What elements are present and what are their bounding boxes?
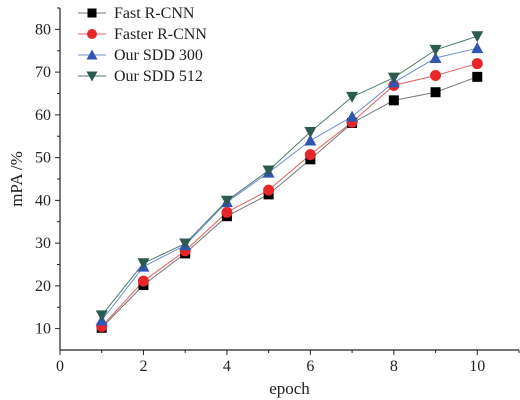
series-line-3 [101,35,478,316]
data-point-3 [387,72,400,84]
y-axis-title: mPA /% [7,151,26,207]
x-tick-label: 10 [469,358,485,375]
data-point-2 [471,42,484,54]
data-point-1 [221,206,233,218]
data-point-3 [179,238,192,250]
x-tick-label: 6 [306,358,314,375]
y-tick-label: 80 [35,21,51,38]
legend-label: Fast R-CNN [114,5,195,22]
y-tick-label: 50 [35,150,51,167]
legend-marker [86,49,98,60]
y-tick-label: 40 [35,192,51,209]
y-tick-label: 10 [35,321,51,338]
legend-label: Our SDD 300 [114,47,203,64]
data-point-2 [304,134,317,146]
data-point-2 [429,52,442,64]
series-line-0 [101,76,478,329]
data-point-3 [471,31,484,43]
series-line-1 [101,63,478,327]
legend-marker [87,8,97,18]
y-tick-label: 20 [35,278,51,295]
x-tick-label: 0 [56,358,64,375]
data-point-3 [346,91,359,103]
data-point-0 [388,95,399,106]
x-tick-label: 2 [139,358,147,375]
legend-marker [86,71,98,82]
data-point-1 [137,275,149,287]
data-point-1 [263,184,275,196]
data-point-0 [472,71,483,82]
data-point-3 [262,165,275,177]
legend-marker [87,29,97,39]
x-tick-label: 4 [223,358,231,375]
data-point-0 [430,87,441,98]
x-tick-label: 8 [390,358,398,375]
x-axis-title: epoch [269,379,310,398]
legend-label: Our SDD 512 [114,68,203,85]
data-point-3 [304,126,317,138]
data-point-3 [429,44,442,56]
data-point-1 [430,70,442,82]
y-tick-label: 30 [35,235,51,252]
y-tick-label: 60 [35,107,51,124]
data-point-1 [471,58,483,70]
data-point-2 [346,110,359,122]
data-point-3 [95,310,108,322]
data-point-3 [137,258,150,270]
data-point-1 [304,149,316,161]
series-line-2 [101,47,478,321]
legend-label: Faster R-CNN [114,26,207,43]
y-tick-label: 70 [35,64,51,81]
data-point-3 [220,195,233,207]
